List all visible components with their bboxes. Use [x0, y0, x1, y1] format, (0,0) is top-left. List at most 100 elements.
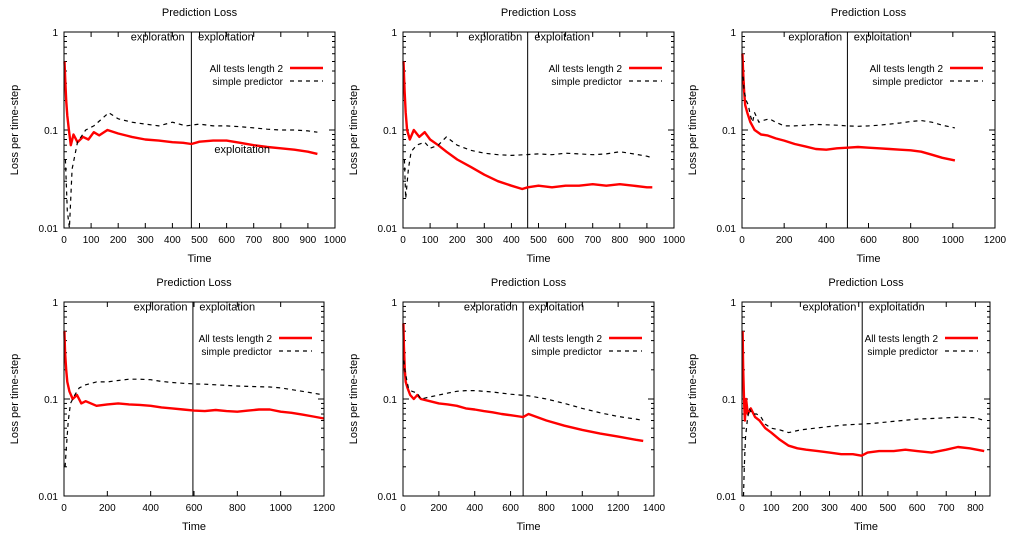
annotation-3: exploitation [214, 144, 270, 156]
legend-label-1: All tests length 2 [870, 64, 944, 75]
x-tick-label: 1000 [663, 235, 686, 246]
y-tick-label: 0.01 [717, 492, 737, 503]
y-tick-label: 0.1 [44, 126, 58, 137]
x-tick-label: 1000 [942, 235, 965, 246]
y-axis-label: Loss per time-step [687, 354, 699, 444]
legend-label-2: simple predictor [872, 77, 943, 88]
series-line-2 [742, 76, 956, 129]
chart-panel-5: Prediction Loss Time Loss per time-step 0 20… [348, 277, 666, 533]
x-tick-label: 800 [902, 235, 919, 246]
x-axis-label: Time [854, 521, 878, 533]
chart-title: Prediction Loss [162, 7, 238, 19]
x-tick-label: 500 [191, 235, 208, 246]
annotation-1: exploration [134, 301, 188, 313]
x-tick-label: 100 [83, 235, 100, 246]
x-tick-label: 200 [431, 503, 448, 514]
legend-label-1: All tests length 2 [529, 334, 603, 345]
annotation-2: exploitation [198, 31, 254, 43]
x-tick-label: 500 [880, 503, 897, 514]
x-axis-label: Time [526, 253, 550, 265]
y-tick-label: 0.1 [722, 126, 736, 137]
series-line-1 [402, 61, 653, 191]
y-tick-label: 1 [730, 28, 736, 39]
x-tick-label: 1000 [270, 503, 293, 514]
x-tick-label: 600 [909, 503, 926, 514]
annotation-1: exploration [788, 31, 842, 43]
legend-label-2: simple predictor [201, 347, 272, 358]
x-tick-label: 600 [557, 235, 574, 246]
series-line-2 [64, 112, 318, 229]
x-tick-label: 1200 [607, 503, 630, 514]
y-tick-label: 0.1 [722, 395, 736, 406]
x-tick-label: 400 [503, 235, 520, 246]
x-tick-label: 1000 [571, 503, 594, 514]
x-tick-label: 200 [792, 503, 809, 514]
chart-title: Prediction Loss [491, 277, 567, 289]
y-tick-label: 0.01 [39, 492, 59, 503]
x-tick-label: 0 [61, 235, 67, 246]
series-line-1 [741, 331, 985, 457]
series-line-2 [64, 378, 325, 467]
legend-label-2: simple predictor [551, 77, 622, 88]
x-tick-label: 800 [538, 503, 555, 514]
plot-frame [402, 31, 675, 229]
x-tick-label: 400 [466, 503, 483, 514]
x-tick-label: 600 [186, 503, 203, 514]
x-tick-label: 700 [938, 503, 955, 514]
x-tick-label: 400 [142, 503, 159, 514]
annotation-2: exploitation [199, 301, 255, 313]
series-line-2 [403, 360, 644, 422]
x-tick-label: 200 [110, 235, 127, 246]
x-tick-label: 800 [272, 235, 289, 246]
x-tick-label: 400 [164, 235, 181, 246]
y-tick-label: 1 [52, 298, 58, 309]
y-tick-label: 0.01 [378, 492, 398, 503]
x-tick-label: 1400 [643, 503, 666, 514]
x-tick-label: 900 [300, 235, 317, 246]
y-tick-label: 1 [52, 28, 58, 39]
x-tick-label: 0 [739, 235, 745, 246]
legend-label-2: simple predictor [212, 77, 283, 88]
legend-label-1: All tests length 2 [199, 334, 273, 345]
x-tick-label: 300 [821, 503, 838, 514]
legend-label-1: All tests length 2 [210, 64, 284, 75]
series-line-2 [742, 407, 985, 497]
plot-frame [741, 31, 996, 229]
annotation-1: exploration [803, 301, 857, 313]
legend-label-2: simple predictor [867, 347, 938, 358]
annotation-2: exploitation [854, 31, 910, 43]
annotation-2: exploitation [534, 31, 590, 43]
x-tick-label: 100 [763, 503, 780, 514]
legend-label-2: simple predictor [531, 347, 602, 358]
y-axis-label: Loss per time-step [348, 85, 360, 175]
x-axis-label: Time [187, 253, 211, 265]
series-line-1 [63, 331, 325, 420]
x-tick-label: 700 [245, 235, 262, 246]
x-tick-label: 0 [61, 503, 67, 514]
x-tick-label: 600 [218, 235, 235, 246]
annotation-2: exploitation [869, 301, 925, 313]
plot-frame [63, 301, 325, 497]
annotation-2: exploitation [529, 301, 585, 313]
x-tick-label: 1200 [984, 235, 1007, 246]
x-tick-label: 600 [860, 235, 877, 246]
y-axis-label: Loss per time-step [9, 354, 21, 444]
x-tick-label: 200 [99, 503, 116, 514]
x-axis-label: Time [182, 521, 206, 533]
annotation-1: exploration [468, 31, 522, 43]
x-tick-label: 1000 [324, 235, 347, 246]
y-tick-label: 0.1 [383, 126, 397, 137]
x-tick-label: 300 [137, 235, 154, 246]
chart-panel-4: Prediction Loss Time Loss per time-step 0 20… [9, 277, 336, 533]
x-tick-label: 0 [400, 235, 406, 246]
x-tick-label: 800 [229, 503, 246, 514]
y-tick-label: 0.01 [39, 224, 59, 235]
legend-label-1: All tests length 2 [549, 64, 623, 75]
x-tick-label: 200 [776, 235, 793, 246]
x-tick-label: 0 [739, 503, 745, 514]
x-tick-label: 1200 [313, 503, 336, 514]
